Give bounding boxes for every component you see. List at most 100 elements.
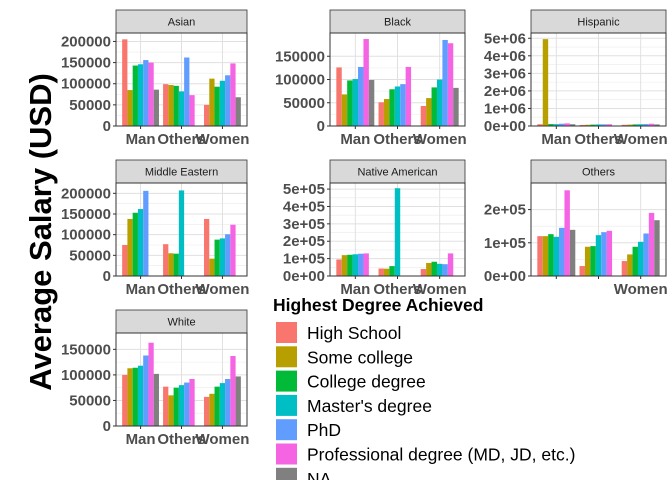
bar bbox=[394, 86, 401, 126]
y-tick-label: 5e+06 bbox=[484, 30, 526, 47]
bar bbox=[559, 227, 565, 276]
bar bbox=[168, 84, 174, 126]
bar bbox=[654, 124, 660, 126]
x-tick-label: Women bbox=[614, 131, 668, 148]
bar bbox=[122, 245, 128, 276]
y-tick-label: 2e+06 bbox=[484, 83, 526, 100]
bar bbox=[336, 259, 342, 276]
bar bbox=[363, 253, 369, 276]
y-tick-label: 5e+05 bbox=[283, 181, 325, 198]
bar bbox=[163, 386, 169, 426]
legend-label: Some college bbox=[307, 347, 413, 367]
y-tick-label: 50000 bbox=[69, 247, 111, 264]
facet-panel: Native American 0e+001e+052e+053e+054e+05… bbox=[283, 159, 467, 298]
y-tick-label: 150000 bbox=[275, 48, 325, 65]
x-tick-label: Man bbox=[126, 431, 156, 448]
legend-key bbox=[276, 322, 297, 343]
bar bbox=[548, 234, 554, 276]
x-tick-label: Women bbox=[195, 131, 249, 148]
y-tick-label: 50000 bbox=[69, 392, 111, 409]
bar bbox=[447, 253, 454, 276]
x-tick-label: Others bbox=[157, 281, 205, 298]
bar bbox=[173, 85, 179, 126]
y-tick-label: 1e+05 bbox=[283, 251, 325, 268]
bar bbox=[209, 258, 215, 276]
bar bbox=[584, 124, 591, 126]
legend-key bbox=[276, 443, 297, 465]
bar bbox=[654, 220, 660, 276]
bar bbox=[389, 266, 395, 276]
y-tick-label: 3e+05 bbox=[283, 216, 325, 233]
legend-key bbox=[276, 419, 297, 441]
bar bbox=[153, 373, 159, 426]
bar bbox=[426, 262, 432, 276]
bar bbox=[219, 80, 226, 126]
y-tick-label: 100000 bbox=[61, 76, 111, 93]
bar bbox=[627, 124, 633, 126]
bar bbox=[153, 89, 159, 126]
bar bbox=[143, 60, 149, 126]
bar bbox=[184, 57, 190, 126]
bar bbox=[363, 39, 369, 126]
bar bbox=[225, 378, 231, 426]
x-tick-label: Others bbox=[574, 131, 622, 148]
facet-label: Black bbox=[384, 17, 411, 29]
bar bbox=[127, 90, 133, 126]
bar bbox=[127, 368, 133, 426]
y-tick-label: 150000 bbox=[61, 55, 111, 72]
bar bbox=[378, 268, 384, 276]
bar bbox=[336, 67, 342, 126]
x-tick-label: Women bbox=[195, 431, 249, 448]
bar bbox=[548, 124, 554, 126]
bar bbox=[235, 97, 241, 126]
y-axis-title: Average Salary (USD) bbox=[23, 73, 58, 391]
facet-label: White bbox=[167, 317, 195, 329]
y-tick-label: 0 bbox=[103, 268, 111, 285]
bar bbox=[637, 241, 644, 276]
legend-label: College degree bbox=[307, 372, 426, 392]
bar bbox=[214, 86, 220, 126]
x-tick-label: Man bbox=[340, 131, 370, 148]
y-tick-label: 3e+06 bbox=[484, 65, 526, 82]
x-tick-label: Women bbox=[195, 281, 249, 298]
y-tick-label: 0 bbox=[317, 118, 325, 135]
bar bbox=[453, 87, 459, 126]
bar bbox=[442, 264, 448, 276]
bar bbox=[219, 238, 226, 276]
bar bbox=[148, 62, 154, 126]
bar bbox=[648, 123, 655, 126]
bar bbox=[394, 188, 401, 276]
y-tick-label: 150000 bbox=[61, 341, 111, 358]
bar bbox=[606, 124, 613, 126]
y-tick-label: 50000 bbox=[69, 97, 111, 114]
bar bbox=[537, 124, 543, 126]
bar bbox=[127, 218, 133, 276]
bar bbox=[632, 246, 638, 276]
bar bbox=[137, 209, 144, 276]
bar bbox=[542, 39, 549, 126]
y-tick-label: 100000 bbox=[61, 367, 111, 384]
facet-panel: Asian 0 50000 100000 150000 200000 Man OthersWo… bbox=[61, 9, 249, 148]
bar bbox=[442, 39, 448, 126]
bar bbox=[368, 79, 375, 126]
bar bbox=[178, 385, 185, 426]
bar bbox=[189, 95, 195, 126]
legend-key bbox=[276, 370, 297, 392]
bar bbox=[627, 254, 633, 276]
bar bbox=[214, 386, 220, 426]
y-tick-label: 2e+05 bbox=[484, 202, 526, 219]
bar bbox=[189, 378, 195, 426]
y-tick-label: 100000 bbox=[275, 72, 325, 89]
legend: Highest Degree Achieved High School Some … bbox=[273, 295, 575, 480]
facet-panel: Others 0e+00 1e+05 2e+05 Women bbox=[484, 159, 668, 298]
bar bbox=[400, 84, 406, 126]
bar bbox=[122, 374, 128, 426]
bar bbox=[143, 190, 149, 276]
y-tick-label: 2e+05 bbox=[283, 233, 325, 250]
x-tick-label: Women bbox=[413, 131, 467, 148]
bar bbox=[132, 212, 138, 276]
bar bbox=[209, 78, 215, 126]
x-tick-label: Others bbox=[157, 131, 205, 148]
